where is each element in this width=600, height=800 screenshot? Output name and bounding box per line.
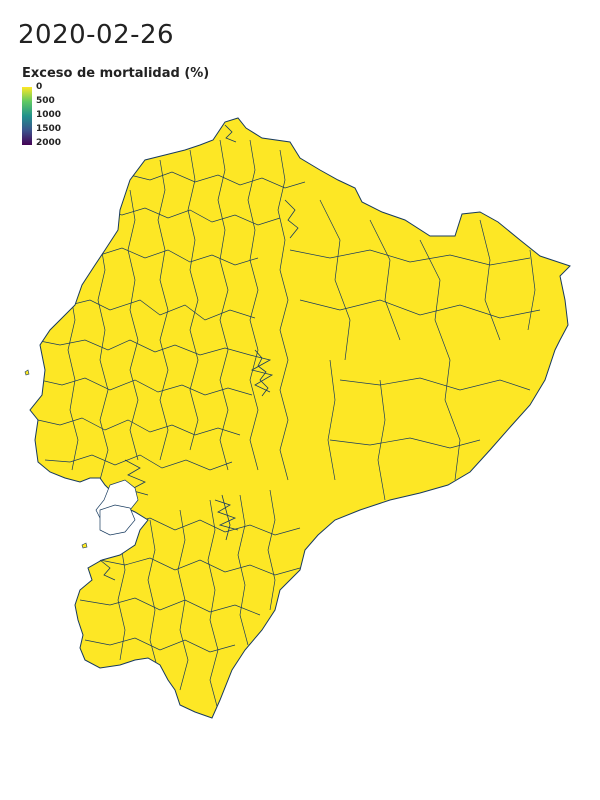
legend-body: 0 500 1000 1500 2000 — [22, 83, 209, 148]
gulf-water — [95, 479, 139, 536]
country-outline — [29, 117, 571, 719]
legend: Exceso de mortalidad (%) 0 500 1000 1500… — [22, 66, 210, 148]
parish-boundaries — [34, 139, 541, 711]
legend-tick: 0 — [36, 82, 43, 92]
legend-tick: 1500 — [36, 124, 62, 134]
island — [24, 369, 30, 376]
dense-urban-clusters — [99, 124, 299, 581]
island — [81, 542, 88, 549]
legend-tick: 2000 — [36, 138, 62, 148]
legend-tick: 1000 — [36, 110, 62, 120]
legend-tick: 500 — [36, 96, 55, 106]
legend-colorbar — [22, 87, 32, 145]
legend-title: Exceso de mortalidad (%) — [22, 66, 210, 81]
date-title: 2020-02-26 — [18, 20, 175, 50]
